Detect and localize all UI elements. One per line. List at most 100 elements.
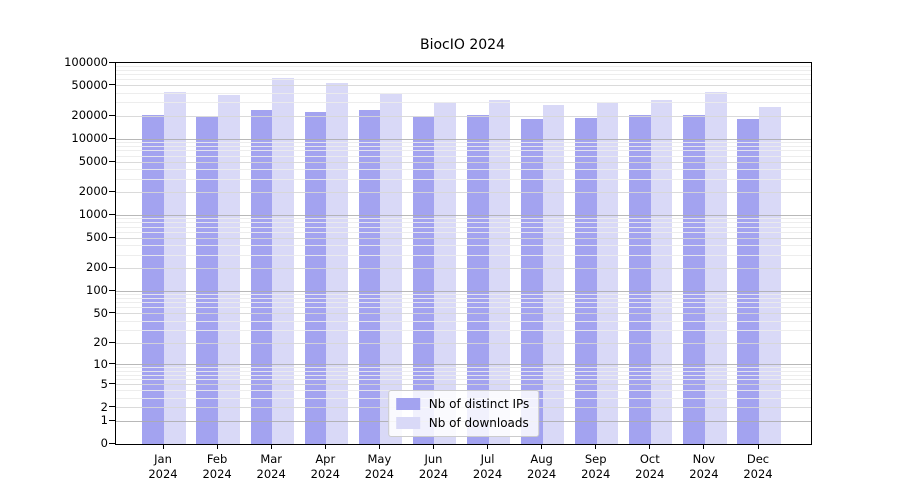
y-tick-label-20000: 20000: [71, 108, 108, 123]
x-tick-mark-jun: [432, 444, 434, 449]
plot-area: Nb of distinct IPs Nb of downloads: [115, 62, 812, 445]
y-tick-mark-5: [109, 383, 115, 385]
x-tick-label-nov: Nov 2024: [689, 452, 719, 481]
bar-ips-feb: [196, 117, 219, 444]
gridline-20: [116, 342, 811, 344]
gridline-5: [116, 384, 811, 386]
gridline-300: [116, 254, 811, 256]
gridline-80000: [116, 69, 811, 71]
bar-ips-may: [358, 109, 381, 444]
gridline-50000: [116, 85, 811, 87]
gridline-9000: [116, 142, 811, 144]
y-tick-mark-5000: [109, 160, 115, 162]
y-tick-mark-2000: [109, 190, 115, 192]
gridline-90: [116, 294, 811, 296]
legend-swatch-distinct-ips: [395, 398, 420, 410]
x-tick-label-sep: Sep 2024: [581, 452, 611, 481]
x-tick-label-oct: Oct 2024: [635, 452, 665, 481]
gridline-60: [116, 307, 811, 309]
gridline-100: [116, 290, 811, 292]
gridline-6000: [116, 155, 811, 157]
bar-ips-sep: [575, 117, 597, 444]
y-tick-label-10: 10: [93, 356, 108, 371]
y-tick-label-1000: 1000: [78, 207, 108, 222]
gridline-10000: [116, 138, 811, 140]
bar-downloads-may: [380, 94, 402, 444]
x-tick-mark-sep: [595, 444, 597, 449]
gridline-500: [116, 237, 811, 239]
gridline-3000: [116, 178, 811, 180]
gridline-400: [116, 245, 811, 247]
gridline-700: [116, 226, 811, 228]
y-tick-mark-20: [109, 341, 115, 343]
bar-downloads-jan: [164, 91, 186, 444]
y-tick-mark-100000: [109, 61, 115, 63]
x-tick-label-mar: Mar 2024: [256, 452, 286, 481]
y-tick-label-100: 100: [86, 283, 108, 298]
x-tick-label-apr: Apr 2024: [310, 452, 340, 481]
gridline-9: [116, 367, 811, 369]
gridline-80: [116, 298, 811, 300]
gridline-50: [116, 313, 811, 315]
y-tick-label-100000: 100000: [64, 55, 108, 69]
bar-ips-jan: [142, 115, 164, 444]
gridline-7000: [116, 150, 811, 152]
gridline-40: [116, 320, 811, 322]
gridline-8000: [116, 146, 811, 148]
legend-swatch-downloads: [395, 417, 420, 429]
gridline-6: [116, 379, 811, 381]
y-tick-label-1: 1: [100, 413, 108, 428]
x-tick-label-may: May 2024: [364, 452, 394, 481]
bar-downloads-aug: [542, 104, 565, 444]
legend-row-downloads: Nb of downloads: [395, 416, 530, 430]
y-tick-label-5000: 5000: [78, 154, 108, 169]
y-tick-label-50000: 50000: [71, 77, 108, 92]
x-tick-mark-nov: [703, 444, 705, 449]
x-tick-mark-dec: [757, 444, 759, 449]
gridline-2000: [116, 191, 811, 193]
y-tick-mark-20000: [109, 114, 115, 116]
x-tick-mark-jan: [162, 444, 164, 449]
x-tick-label-jan: Jan 2024: [148, 452, 178, 481]
y-tick-label-10000: 10000: [71, 131, 108, 146]
gridline-10: [116, 364, 811, 366]
gridline-70000: [116, 74, 811, 76]
y-tick-mark-100: [109, 289, 115, 291]
x-tick-label-aug: Aug 2024: [526, 452, 557, 481]
x-tick-mark-feb: [216, 444, 218, 449]
gridline-5000: [116, 161, 811, 163]
y-tick-label-0: 0: [100, 436, 108, 450]
y-tick-mark-1: [109, 419, 115, 421]
bar-downloads-jun: [434, 102, 457, 444]
bar-downloads-nov: [704, 91, 727, 444]
bar-downloads-jul: [488, 100, 511, 444]
x-tick-mark-aug: [541, 444, 543, 449]
x-tick-label-jul: Jul 2024: [472, 452, 503, 481]
legend: Nb of distinct IPs Nb of downloads: [387, 390, 540, 437]
gridline-70: [116, 302, 811, 304]
bar-ips-aug: [521, 119, 543, 444]
x-tick-mark-may: [378, 444, 380, 449]
bar-ips-jul: [466, 114, 489, 444]
legend-row-distinct-ips: Nb of distinct IPs: [395, 397, 530, 411]
y-tick-mark-10: [109, 363, 115, 365]
gridline-20000: [116, 115, 811, 117]
x-tick-label-jun: Jun 2024: [418, 452, 449, 481]
y-tick-mark-500: [109, 236, 115, 238]
legend-label-downloads: Nb of downloads: [428, 416, 529, 430]
gridline-30000: [116, 102, 811, 104]
gridline-30: [116, 329, 811, 331]
gridline-900: [116, 218, 811, 220]
gridline-8: [116, 370, 811, 372]
bar-downloads-sep: [596, 103, 619, 444]
legend-label-distinct-ips: Nb of distinct IPs: [428, 397, 530, 411]
y-tick-mark-0: [109, 442, 115, 444]
gridline-40000: [116, 92, 811, 94]
y-tick-mark-50: [109, 312, 115, 314]
bar-ips-nov: [683, 115, 705, 444]
y-tick-label-2000: 2000: [78, 184, 108, 199]
gridline-1000: [116, 214, 811, 216]
y-tick-label-50: 50: [93, 305, 108, 320]
gridline-90000: [116, 65, 811, 67]
